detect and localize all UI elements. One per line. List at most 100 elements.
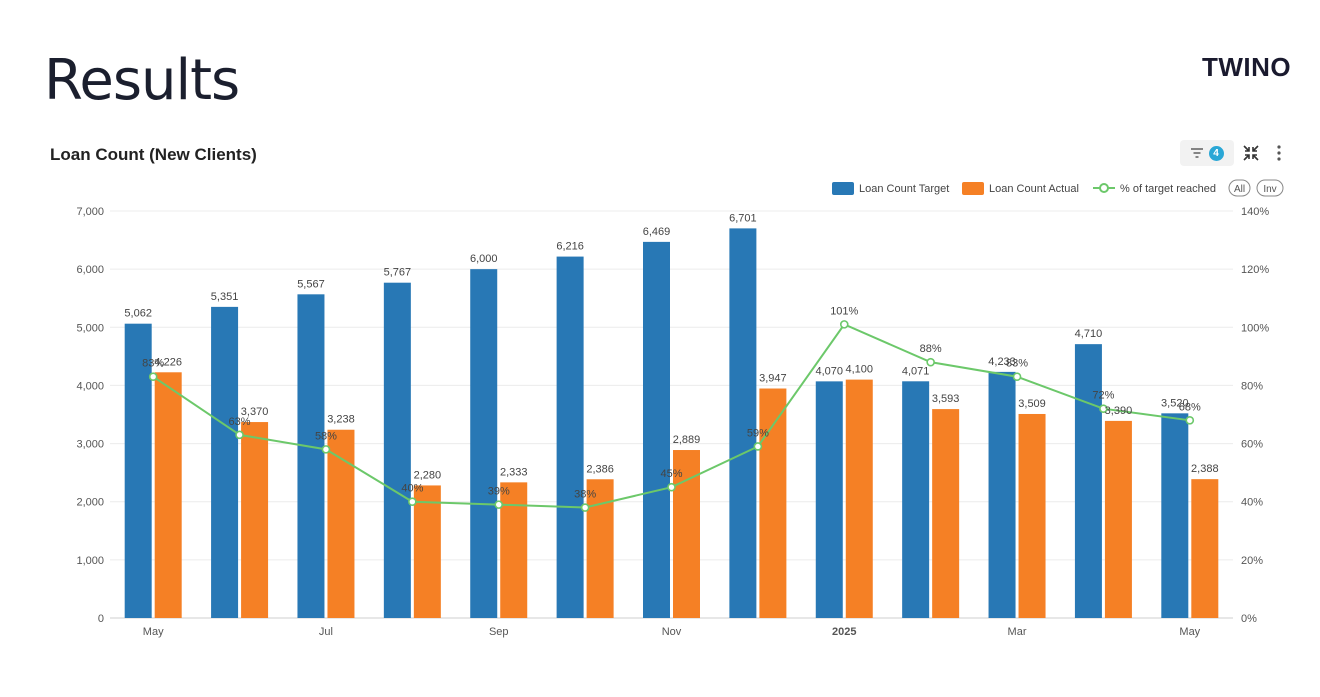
y-right-tick-label: 40% (1241, 497, 1263, 509)
bar-actual-label: 2,889 (673, 434, 701, 446)
pct-point[interactable] (235, 430, 244, 440)
legend-inv-label: Inv (1263, 184, 1276, 195)
bar-target[interactable] (643, 241, 670, 619)
bar-actual-label: 2,280 (414, 469, 442, 481)
pct-point[interactable] (839, 320, 849, 329)
pct-point[interactable] (1185, 416, 1195, 425)
bar-target-label: 4,070 (816, 365, 844, 377)
bar-target[interactable] (383, 282, 411, 618)
pct-point[interactable] (408, 497, 417, 507)
pct-label: 40% (401, 483, 423, 495)
bar-actual-label: 4,100 (846, 364, 874, 376)
x-tick-label: 2025 (832, 626, 856, 638)
bar-target-label: 6,216 (556, 241, 584, 253)
bar-actual-label: 2,386 (586, 463, 614, 475)
x-tick-label: May (1179, 626, 1200, 638)
pct-label: 101% (830, 305, 858, 317)
y-left-tick-label: 0 (98, 613, 104, 625)
legend-swatch-actual[interactable] (962, 182, 984, 195)
bar-target[interactable] (1074, 344, 1102, 618)
pct-label: 83% (142, 358, 164, 370)
legend-swatch-target[interactable] (832, 182, 854, 195)
x-tick-label: Nov (662, 626, 682, 638)
bar-actual[interactable] (673, 450, 700, 618)
pct-label: 68% (1179, 401, 1201, 413)
bar-target[interactable] (729, 228, 757, 619)
pct-label: 45% (660, 468, 682, 480)
bar-target[interactable] (1161, 413, 1189, 618)
bar-target-label: 6,000 (470, 253, 498, 265)
pct-label: 83% (1006, 358, 1028, 370)
bar-target-label: 3,520 (1161, 397, 1189, 409)
bar-actual-label: 3,370 (241, 406, 269, 418)
collapse-icon (1243, 145, 1259, 161)
bar-target-label: 4,233 (988, 356, 1016, 368)
bar-target-label: 4,710 (1075, 328, 1103, 340)
legend-label-target[interactable]: Loan Count Target (859, 183, 949, 195)
collapse-button[interactable] (1240, 140, 1262, 166)
pct-label: 58% (315, 430, 337, 442)
legend-label-actual[interactable]: Loan Count Actual (989, 183, 1079, 195)
pct-point[interactable] (494, 500, 504, 509)
pct-point[interactable] (321, 445, 331, 454)
pct-point[interactable] (148, 372, 158, 382)
y-right-tick-label: 20% (1241, 555, 1263, 567)
pct-label: 88% (920, 343, 942, 355)
legend-label-pct[interactable]: % of target reached (1120, 183, 1216, 195)
y-left-tick-label: 3,000 (76, 439, 104, 451)
bar-target[interactable] (815, 381, 843, 618)
pct-point[interactable] (926, 357, 935, 367)
filter-button[interactable]: 4 (1180, 140, 1234, 166)
pct-point[interactable] (753, 442, 763, 451)
legend-inv-button[interactable] (1256, 179, 1284, 197)
bar-target[interactable] (211, 306, 239, 618)
bar-actual[interactable] (1018, 413, 1046, 618)
bar-actual[interactable] (1104, 420, 1132, 618)
y-left-tick-label: 2,000 (76, 497, 104, 509)
bar-target[interactable] (470, 269, 498, 618)
legend-swatch-pct-marker[interactable] (1099, 183, 1109, 193)
bar-actual-label: 3,509 (1018, 398, 1046, 410)
pct-point[interactable] (1012, 372, 1022, 382)
pct-point[interactable] (1099, 404, 1108, 413)
bar-target[interactable] (988, 371, 1016, 618)
bar-actual[interactable] (327, 429, 355, 618)
pct-label: 39% (488, 486, 510, 498)
y-right-tick-label: 140% (1241, 206, 1269, 218)
legend-all-label: All (1234, 184, 1245, 195)
bar-actual[interactable] (932, 409, 960, 618)
pct-label: 63% (229, 416, 251, 428)
bar-actual[interactable] (1191, 479, 1219, 618)
y-left-tick-label: 1,000 (76, 555, 104, 567)
bar-target[interactable] (297, 294, 325, 618)
brand-logo: TWINO (1202, 52, 1292, 82)
y-right-tick-label: 120% (1241, 264, 1269, 276)
more-options-button[interactable] (1268, 140, 1290, 166)
bar-target[interactable] (556, 256, 584, 618)
y-right-tick-label: 80% (1241, 380, 1263, 392)
legend-all-button[interactable] (1228, 179, 1251, 197)
bar-actual[interactable] (500, 482, 528, 618)
bar-actual[interactable] (845, 379, 873, 618)
y-right-tick-label: 0% (1241, 613, 1257, 625)
pct-point[interactable] (667, 482, 676, 492)
bar-actual[interactable] (413, 485, 441, 618)
pct-label: 38% (574, 489, 596, 501)
more-icon (1277, 145, 1281, 161)
y-left-tick-label: 6,000 (76, 264, 104, 276)
bar-actual-label: 4,226 (154, 356, 182, 368)
pct-point[interactable] (580, 503, 590, 512)
bar-target-label: 5,767 (384, 267, 412, 279)
bar-actual[interactable] (759, 388, 787, 618)
bar-target-label: 4,071 (902, 365, 930, 377)
bar-actual[interactable] (154, 372, 182, 618)
bar-target[interactable] (902, 381, 930, 618)
bar-target-label: 5,567 (297, 278, 325, 290)
y-left-tick-label: 4,000 (76, 380, 104, 392)
bar-target[interactable] (124, 323, 152, 618)
pct-label: 72% (1092, 390, 1114, 402)
bar-actual-label: 3,238 (327, 414, 355, 426)
bar-actual-label: 3,947 (759, 373, 787, 385)
bar-actual[interactable] (241, 422, 269, 618)
